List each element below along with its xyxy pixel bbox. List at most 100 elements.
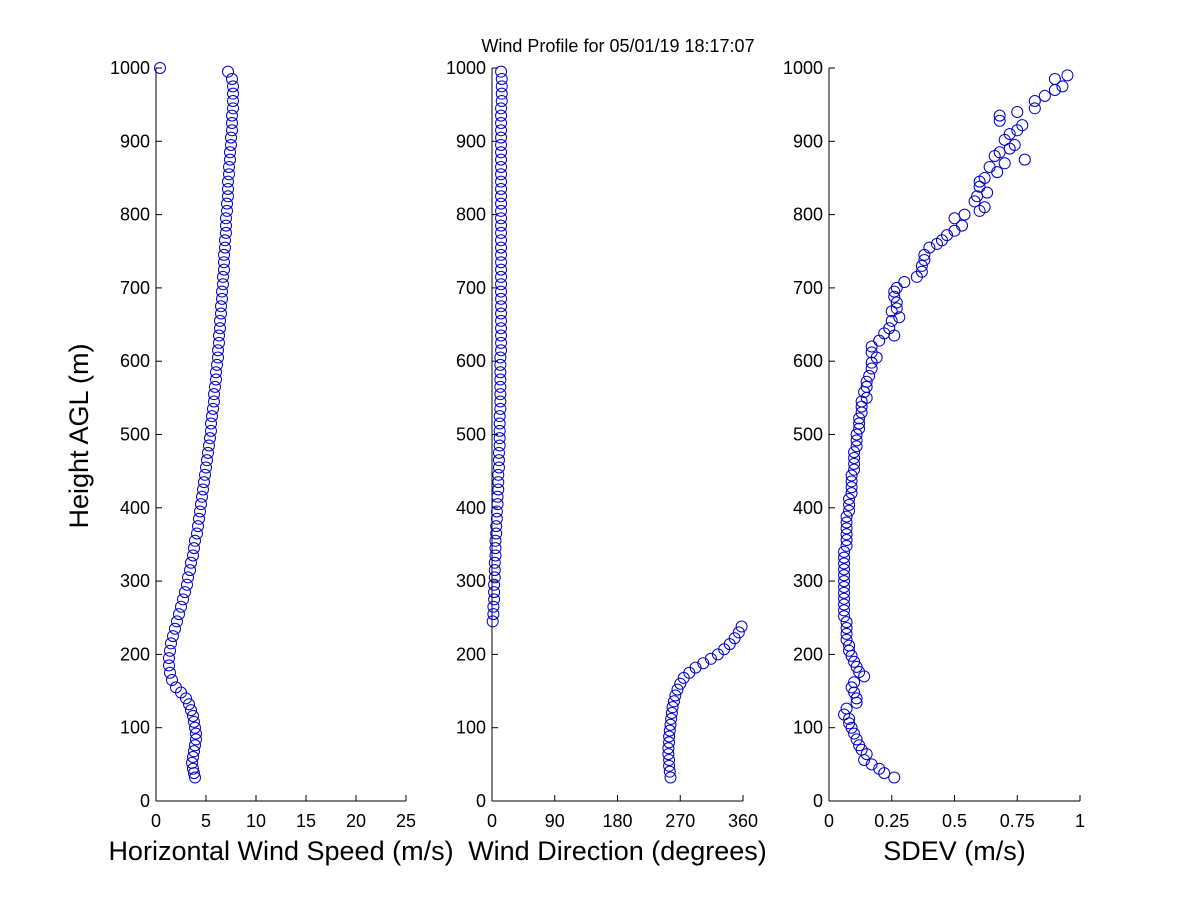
data-point xyxy=(492,461,505,474)
data-point xyxy=(221,204,233,217)
data-point xyxy=(226,109,238,122)
data-point xyxy=(850,696,863,709)
data-point xyxy=(166,674,178,687)
data-point xyxy=(845,469,858,482)
data-point xyxy=(843,493,856,506)
data-point xyxy=(188,745,200,758)
data-point xyxy=(495,131,508,144)
y-axis-label: Height AGL (m) xyxy=(64,343,94,528)
data-point xyxy=(215,307,227,320)
data-point xyxy=(212,351,224,364)
data-point xyxy=(968,195,981,208)
y-tick-label: 700 xyxy=(120,278,150,298)
data-point xyxy=(495,270,508,283)
x-tick-label: 360 xyxy=(728,811,758,831)
data-point xyxy=(838,610,851,623)
data-point xyxy=(226,72,238,85)
data-point xyxy=(667,695,680,708)
data-point xyxy=(495,146,508,159)
data-point xyxy=(662,742,675,755)
x-axis-label: Horizontal Wind Speed (m/s) xyxy=(108,836,453,866)
data-point xyxy=(838,563,851,576)
y-tick-label: 600 xyxy=(120,351,150,371)
data-point xyxy=(221,197,233,210)
data-point xyxy=(843,504,856,517)
y-tick-label: 300 xyxy=(456,571,486,591)
y-tick-label: 400 xyxy=(793,498,823,518)
data-point xyxy=(665,712,678,725)
data-point xyxy=(495,160,508,173)
data-point xyxy=(665,707,678,720)
data-point xyxy=(222,175,234,188)
data-point xyxy=(845,487,858,500)
data-point xyxy=(225,138,237,151)
data-point xyxy=(878,767,891,780)
y-tick-label: 0 xyxy=(476,791,486,811)
data-point xyxy=(493,424,506,437)
data-point xyxy=(208,395,220,408)
data-point xyxy=(204,432,216,445)
data-point xyxy=(865,758,878,771)
data-point xyxy=(1028,102,1041,115)
data-point xyxy=(492,454,505,467)
data-point xyxy=(885,314,898,327)
data-point xyxy=(1061,69,1074,82)
data-point xyxy=(163,652,175,665)
data-point xyxy=(220,212,232,225)
data-point xyxy=(224,153,236,166)
data-point xyxy=(493,432,506,445)
data-point xyxy=(185,556,197,569)
data-point xyxy=(848,451,861,464)
data-point xyxy=(216,292,228,305)
data-point xyxy=(210,373,222,386)
data-point xyxy=(495,314,508,327)
y-tick-label: 800 xyxy=(120,205,150,225)
data-point xyxy=(697,657,710,670)
data-point xyxy=(490,505,503,518)
data-point xyxy=(218,256,230,269)
data-point xyxy=(863,369,876,382)
data-point xyxy=(173,608,185,621)
data-point xyxy=(210,366,222,379)
data-point xyxy=(838,592,851,605)
data-point xyxy=(203,439,215,452)
data-point xyxy=(495,138,508,151)
data-point xyxy=(845,721,858,734)
data-point xyxy=(208,388,220,401)
data-point xyxy=(217,270,229,283)
data-point xyxy=(193,512,205,525)
data-point xyxy=(893,311,906,324)
data-point xyxy=(898,276,911,289)
data-point xyxy=(201,454,213,467)
data-point xyxy=(494,373,507,386)
data-point xyxy=(223,160,235,173)
data-point xyxy=(490,527,503,540)
data-point xyxy=(198,476,210,489)
data-point xyxy=(163,659,175,672)
data-point xyxy=(873,334,886,347)
data-point xyxy=(219,241,231,254)
data-point xyxy=(888,771,901,784)
data-point xyxy=(840,616,853,629)
data-point xyxy=(494,395,507,408)
data-point xyxy=(838,557,851,570)
data-point xyxy=(495,175,508,188)
data-point xyxy=(213,329,225,342)
data-point xyxy=(491,490,504,503)
data-point xyxy=(188,767,200,780)
data-point xyxy=(189,721,201,734)
data-point xyxy=(840,522,853,535)
data-point xyxy=(993,109,1006,122)
y-tick-label: 900 xyxy=(120,131,150,151)
x-tick-label: 180 xyxy=(602,811,632,831)
y-tick-label: 700 xyxy=(793,278,823,298)
data-point xyxy=(492,468,505,481)
data-point xyxy=(167,630,179,643)
data-point xyxy=(187,762,199,775)
data-point xyxy=(182,571,194,584)
data-point xyxy=(664,718,677,731)
data-point xyxy=(855,400,868,413)
data-point xyxy=(495,307,508,320)
data-point xyxy=(915,259,928,272)
data-point xyxy=(850,692,863,705)
